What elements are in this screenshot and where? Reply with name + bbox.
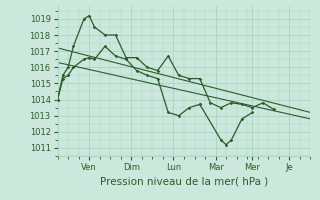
X-axis label: Pression niveau de la mer( hPa ): Pression niveau de la mer( hPa ) [100,176,268,186]
